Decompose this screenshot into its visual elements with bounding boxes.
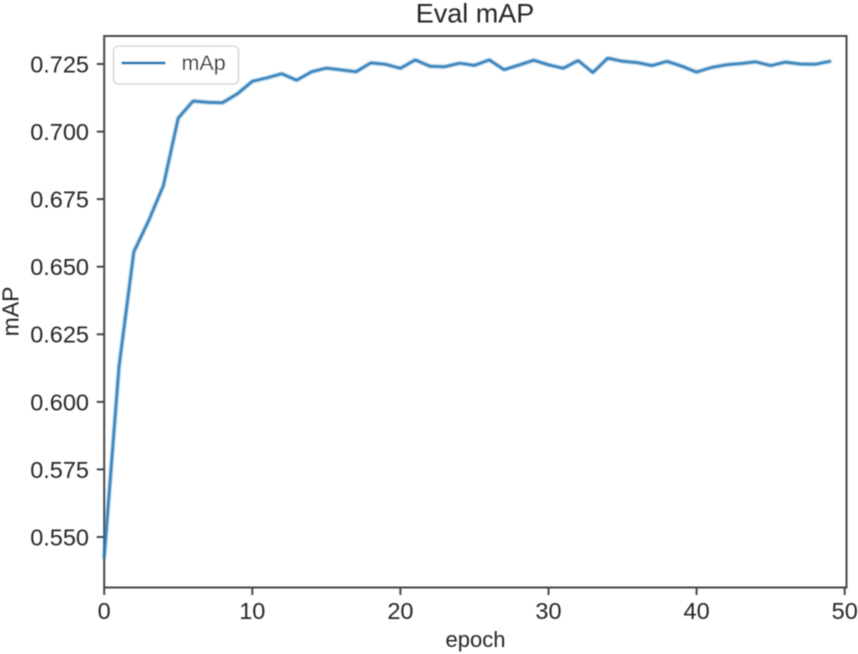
svg-text:0.625: 0.625: [30, 322, 89, 348]
svg-text:50: 50: [832, 598, 858, 624]
svg-text:mAP: mAP: [0, 286, 24, 336]
svg-text:0.675: 0.675: [30, 187, 89, 213]
svg-text:mAp: mAp: [182, 51, 226, 75]
svg-text:40: 40: [684, 598, 710, 624]
svg-text:0.725: 0.725: [30, 51, 89, 77]
svg-text:0: 0: [98, 598, 111, 624]
svg-text:0.600: 0.600: [30, 389, 89, 415]
svg-text:20: 20: [387, 598, 413, 624]
svg-text:0.700: 0.700: [30, 119, 89, 145]
svg-text:10: 10: [239, 598, 265, 624]
svg-text:0.550: 0.550: [30, 524, 89, 550]
svg-text:0.575: 0.575: [30, 457, 89, 483]
svg-text:Eval mAP: Eval mAP: [416, 0, 535, 29]
svg-text:30: 30: [535, 598, 561, 624]
svg-text:epoch: epoch: [446, 627, 506, 652]
svg-text:0.650: 0.650: [30, 254, 89, 280]
